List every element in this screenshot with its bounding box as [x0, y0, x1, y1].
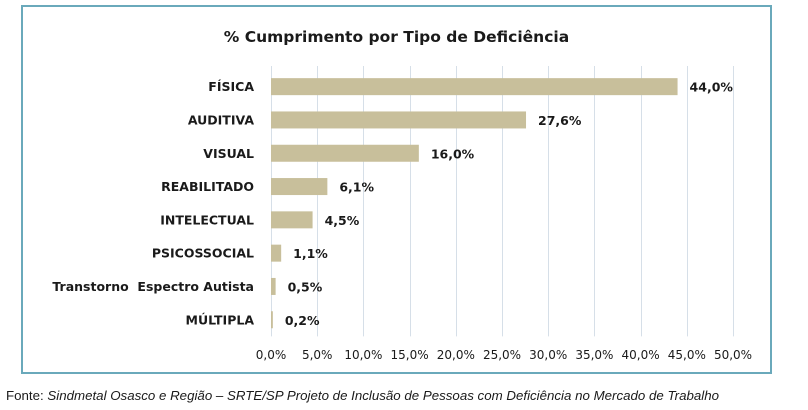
category-label: VISUAL [203, 146, 254, 161]
x-tick-labels: 0,0% 5,0% 10,0% 15,0% 20,0% 25,0% 30,0% 35,0% 40… [256, 348, 752, 362]
source-text: Sindmetal Osasco e Região – SRTE/SP Proj… [47, 388, 719, 403]
x-tick-label: 20,0% [437, 348, 475, 362]
category-label: FÍSICA [208, 79, 254, 94]
category-label: Transtorno Espectro Autista [52, 279, 254, 294]
x-tick-label: 50,0% [714, 348, 752, 362]
source-note: Fonte: Sindmetal Osasco e Região – SRTE/… [6, 388, 719, 403]
x-tick-label: 30,0% [529, 348, 567, 362]
x-tick-label: 40,0% [622, 348, 660, 362]
value-label: 0,2% [285, 313, 320, 328]
category-label: REABILITADO [161, 179, 254, 194]
bar [271, 78, 678, 96]
category-label: AUDITIVA [188, 112, 254, 127]
value-label: 6,1% [339, 180, 374, 195]
x-tick-label: 10,0% [344, 348, 382, 362]
category-label: MÚLTIPLA [186, 312, 255, 327]
chart-frame: % Cumprimento por Tipo de Deficiência [21, 5, 772, 374]
x-tick-label: 15,0% [391, 348, 429, 362]
x-tick-label: 25,0% [483, 348, 521, 362]
bar [271, 144, 419, 162]
value-label: 27,6% [538, 113, 582, 128]
bar [271, 244, 282, 262]
bar [271, 178, 328, 196]
bar-chart: FÍSICA AUDITIVA VISUAL REABILITADO INTELECTU… [52, 66, 752, 362]
bars [271, 78, 678, 329]
chart-title: % Cumprimento por Tipo de Deficiência [223, 28, 570, 46]
x-tick-label: 35,0% [575, 348, 613, 362]
gridlines [271, 66, 734, 337]
category-labels: FÍSICA AUDITIVA VISUAL REABILITADO INTELECTU… [52, 79, 254, 327]
value-label: 0,5% [288, 279, 323, 294]
value-label: 4,5% [325, 213, 360, 228]
category-label: INTELECTUAL [160, 212, 254, 227]
value-label: 16,0% [431, 146, 475, 161]
bar [271, 211, 313, 229]
bar [271, 311, 273, 329]
value-labels: 44,0% 27,6% 16,0% 6,1% 4,5% 1,1% 0,5% 0,2% [285, 80, 734, 328]
source-prefix: Fonte: [6, 388, 48, 403]
category-label: PSICOSSOCIAL [152, 246, 254, 261]
bar [271, 277, 276, 295]
bar [271, 111, 527, 129]
x-tick-label: 0,0% [256, 348, 287, 362]
value-label: 1,1% [293, 246, 328, 261]
x-tick-label: 45,0% [668, 348, 706, 362]
x-tick-label: 5,0% [302, 348, 333, 362]
value-label: 44,0% [690, 80, 734, 95]
